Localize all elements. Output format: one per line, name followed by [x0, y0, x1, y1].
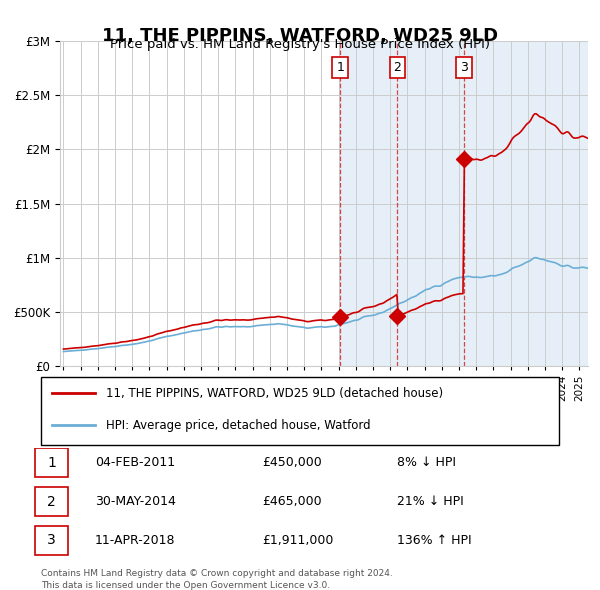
- Text: £465,000: £465,000: [262, 495, 322, 508]
- FancyBboxPatch shape: [35, 487, 68, 516]
- HPI: Average price, detached house, Watford: (2e+03, 1.32e+05): Average price, detached house, Watford: …: [60, 348, 67, 355]
- FancyBboxPatch shape: [35, 526, 68, 555]
- HPI: Average price, detached house, Watford: (2.02e+03, 1e+06): Average price, detached house, Watford: …: [531, 254, 538, 261]
- Text: 1: 1: [336, 61, 344, 74]
- Text: 11, THE PIPPINS, WATFORD, WD25 9LD: 11, THE PIPPINS, WATFORD, WD25 9LD: [102, 27, 498, 45]
- Bar: [340, 41, 588, 366]
- 11, THE PIPPINS, WATFORD, WD25 9LD (detached house): [419, 302, 427, 309]
- Text: 136% ↑ HPI: 136% ↑ HPI: [397, 534, 472, 547]
- Text: This data is licensed under the Open Government Licence v3.0.: This data is licensed under the Open Gov…: [41, 581, 330, 590]
- 11, THE PIPPINS, WATFORD, WD25 9LD (detached house): [112, 340, 119, 347]
- HPI: Average price, detached house, Watford: (2.01e+03, 3.97e+05): Average price, detached house, Watford: …: [343, 319, 350, 326]
- FancyBboxPatch shape: [35, 448, 68, 477]
- Line: HPI: Average price, detached house, Watford: HPI: Average price, detached house, Watf…: [64, 258, 588, 352]
- Text: 1: 1: [47, 455, 56, 470]
- HPI: Average price, detached house, Watford: (2e+03, 2.35e+05): Average price, detached house, Watford: …: [149, 337, 156, 344]
- Text: Price paid vs. HM Land Registry's House Price Index (HPI): Price paid vs. HM Land Registry's House …: [110, 38, 490, 51]
- HPI: Average price, detached house, Watford: (2.03e+03, 9.02e+05): Average price, detached house, Watford: …: [584, 265, 592, 272]
- Line: 11, THE PIPPINS, WATFORD, WD25 9LD (detached house): 11, THE PIPPINS, WATFORD, WD25 9LD (deta…: [64, 114, 588, 349]
- 11, THE PIPPINS, WATFORD, WD25 9LD (detached house): [584, 135, 592, 142]
- HPI: Average price, detached house, Watford: (2e+03, 2.78e+05): Average price, detached house, Watford: …: [167, 332, 175, 339]
- HPI: Average price, detached house, Watford: (2.02e+03, 6.86e+05): Average price, detached house, Watford: …: [419, 288, 427, 295]
- HPI: Average price, detached house, Watford: (2.02e+03, 7.96e+05): Average price, detached house, Watford: …: [448, 276, 455, 283]
- Text: 11-APR-2018: 11-APR-2018: [95, 534, 175, 547]
- 11, THE PIPPINS, WATFORD, WD25 9LD (detached house): [167, 327, 175, 334]
- Text: 11, THE PIPPINS, WATFORD, WD25 9LD (detached house): 11, THE PIPPINS, WATFORD, WD25 9LD (deta…: [106, 386, 443, 399]
- 11, THE PIPPINS, WATFORD, WD25 9LD (detached house): [60, 346, 67, 353]
- Text: HPI: Average price, detached house, Watford: HPI: Average price, detached house, Watf…: [106, 419, 370, 432]
- Text: Contains HM Land Registry data © Crown copyright and database right 2024.: Contains HM Land Registry data © Crown c…: [41, 569, 392, 578]
- Text: 2: 2: [47, 494, 56, 509]
- Text: 8% ↓ HPI: 8% ↓ HPI: [397, 456, 456, 469]
- 11, THE PIPPINS, WATFORD, WD25 9LD (detached house): [343, 312, 350, 319]
- Text: 04-FEB-2011: 04-FEB-2011: [95, 456, 175, 469]
- 11, THE PIPPINS, WATFORD, WD25 9LD (detached house): [531, 110, 538, 117]
- 11, THE PIPPINS, WATFORD, WD25 9LD (detached house): [448, 292, 455, 299]
- Text: 2: 2: [394, 61, 401, 74]
- Text: £1,911,000: £1,911,000: [262, 534, 334, 547]
- Text: 30-MAY-2014: 30-MAY-2014: [95, 495, 176, 508]
- Text: 3: 3: [460, 61, 468, 74]
- Text: 3: 3: [47, 533, 56, 548]
- HPI: Average price, detached house, Watford: (2e+03, 1.78e+05): Average price, detached house, Watford: …: [112, 343, 119, 350]
- Text: £450,000: £450,000: [262, 456, 322, 469]
- Text: 21% ↓ HPI: 21% ↓ HPI: [397, 495, 464, 508]
- 11, THE PIPPINS, WATFORD, WD25 9LD (detached house): [149, 332, 156, 339]
- FancyBboxPatch shape: [41, 377, 559, 445]
